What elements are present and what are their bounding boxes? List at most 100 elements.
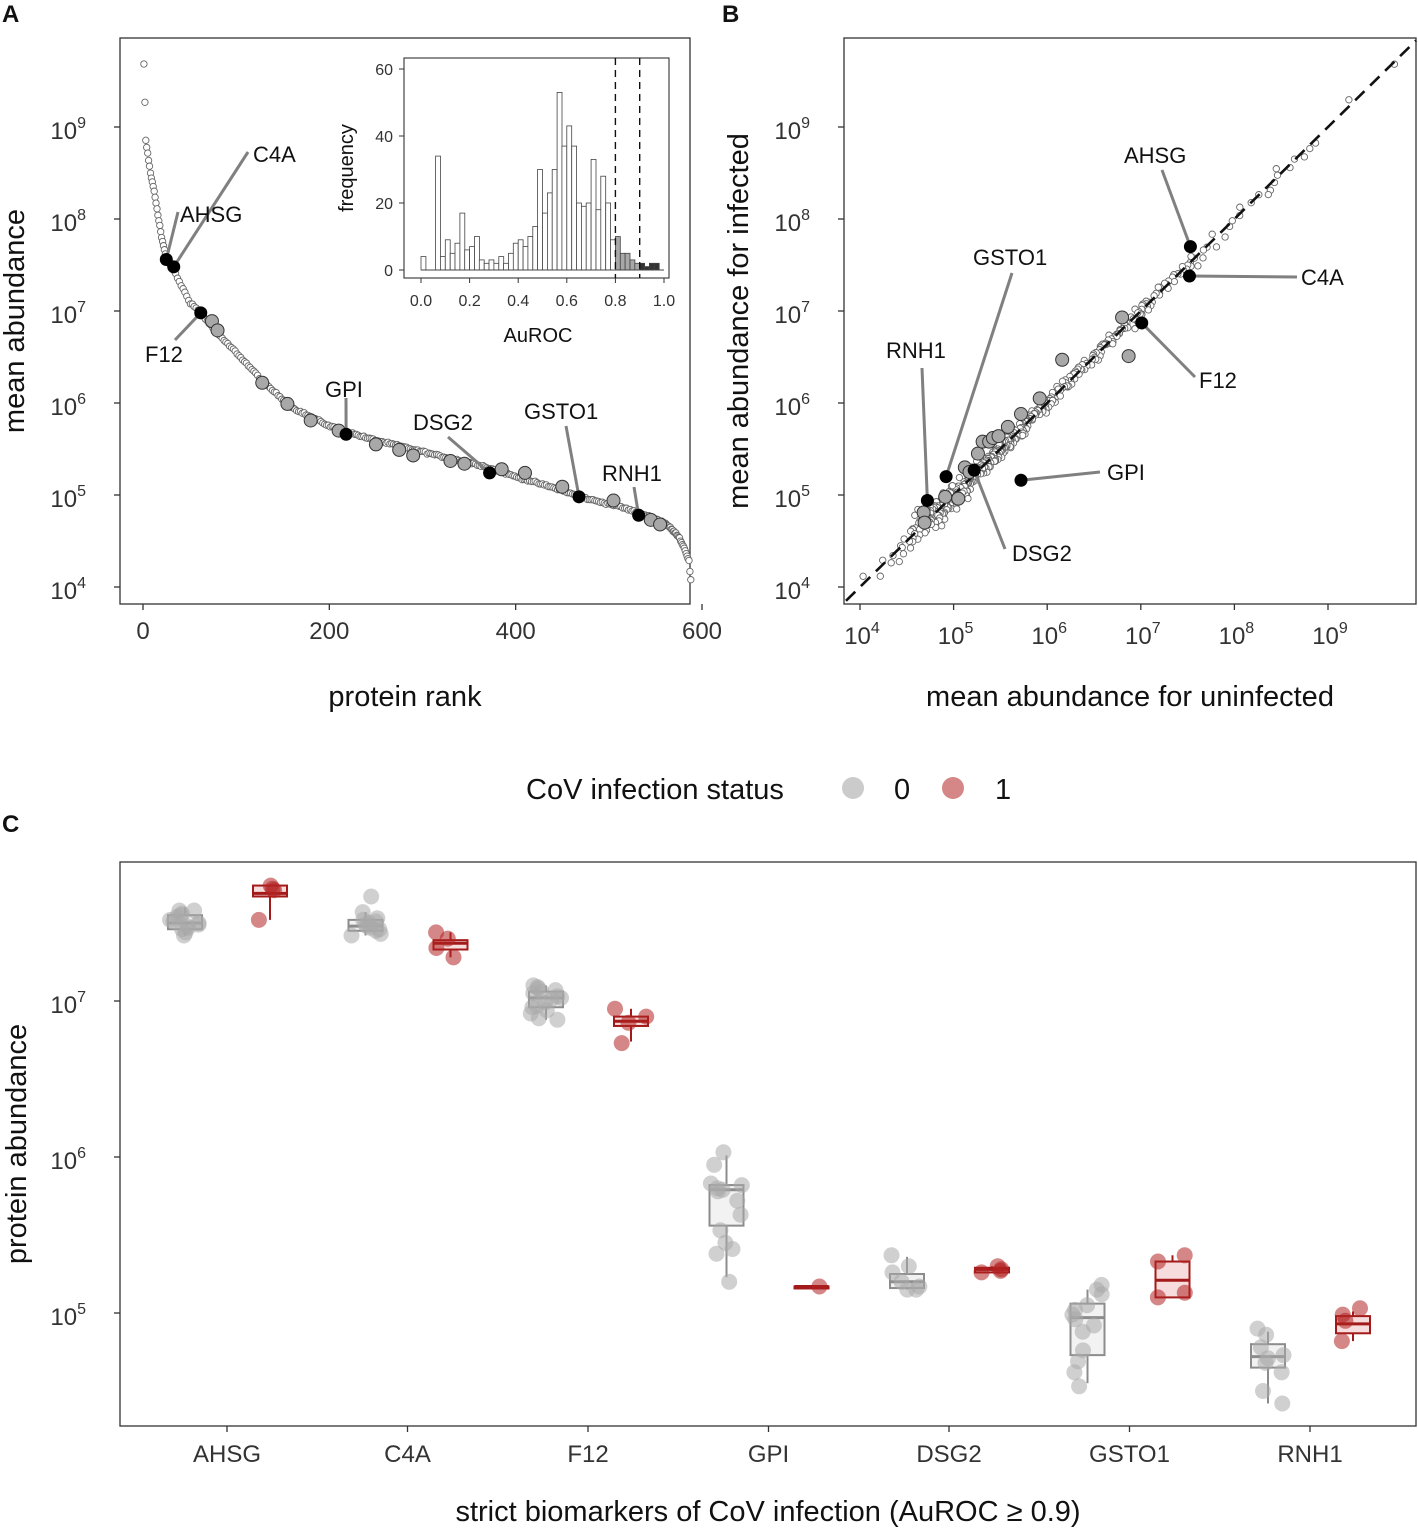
panel-b-x-tick-label: 104 (844, 620, 880, 650)
panel-b-labeled-point (1182, 269, 1196, 283)
panel-a-protein-point (144, 156, 153, 165)
panel-b-label-leader (1140, 321, 1197, 379)
inset-histogram-bar (581, 205, 587, 271)
sample-point (355, 911, 372, 928)
inset-histogram-bar (576, 202, 582, 271)
panel-a-protein-point (145, 162, 154, 170)
panel-c-y-tick-label-base: 10 (50, 992, 77, 1019)
sample-point (899, 1281, 916, 1298)
panel-a-biomarker-point (406, 448, 421, 463)
panel-b-protein-point (1199, 254, 1207, 262)
panel-a-x-tick-label: 200 (309, 618, 349, 645)
inset-y-tick-label: 0 (384, 263, 393, 280)
panel-a-biomarker-point (457, 456, 472, 471)
panel-b-protein-point (895, 557, 903, 566)
inset-histogram-bar (503, 262, 509, 271)
panel-b-point-label: DSG2 (1012, 541, 1072, 566)
panel-b-protein-point (1264, 190, 1272, 199)
panel-label-a: A (2, 1, 19, 28)
panel-a-x-axis-title: protein rank (328, 681, 482, 713)
panel-a-biomarker-point (555, 479, 570, 494)
panel-b-labeled-point (1183, 240, 1197, 254)
inset-histogram-bar (605, 202, 612, 271)
panel-a-point-label: DSG2 (413, 410, 473, 435)
sample-point (1150, 1253, 1166, 1270)
panel-a-label-leader (564, 425, 581, 498)
panel-b-protein-point (1306, 144, 1314, 153)
panel-a-protein-point (686, 567, 694, 576)
panel-b-protein-point (1208, 230, 1216, 238)
inset-histogram-bar (439, 256, 446, 271)
sample-point (1337, 1312, 1354, 1329)
panel-b-y-tick-label-exponent: 5 (801, 483, 810, 500)
sample-point (266, 882, 283, 899)
inset-histogram-bar (542, 212, 548, 271)
sample-point (721, 1273, 738, 1290)
inset-histogram-bar (585, 202, 592, 271)
panel-a-biomarker-point (368, 437, 383, 452)
panel-a-protein-point (687, 576, 695, 584)
inset-histogram-bar (449, 252, 456, 271)
panel-b-biomarker-point (1115, 310, 1130, 325)
inset-histogram-bar (435, 155, 441, 271)
panel-a-y-tick-label-base: 10 (50, 486, 77, 513)
inset-histogram-bar (488, 259, 495, 271)
inset-histogram-bar (498, 256, 505, 271)
panel-a-labeled-point (483, 466, 497, 480)
panel-b-y-tick-label-base: 10 (774, 486, 801, 513)
panel-b-point-label: F12 (1199, 368, 1237, 393)
inset-histogram-bar (469, 246, 475, 271)
panel-a-y-tick-label: 109 (50, 115, 86, 145)
panel-c-x-tick-label: GPI (748, 1441, 789, 1468)
panel-c-x-tick-label: DSG2 (916, 1441, 981, 1468)
panel-a-y-tick-label: 108 (50, 207, 86, 237)
panel-b-protein-point (948, 482, 957, 490)
panel-b-protein-point (1154, 283, 1162, 291)
sample-point (708, 1245, 725, 1262)
inset-histogram-bar (517, 239, 524, 271)
inset-x-tick-label: 0.4 (507, 293, 529, 310)
panel-a-protein-point (144, 149, 152, 157)
sample-point (1333, 1333, 1350, 1350)
inset-histogram-bar (444, 239, 451, 271)
panel-b-labeled-point (939, 470, 953, 484)
panel-b-x-axis-title: mean abundance for uninfected (926, 681, 1334, 713)
panel-b-y-tick-label-base: 10 (774, 302, 801, 329)
panel-a-protein-point (142, 136, 150, 144)
panel-a-protein-point (141, 98, 149, 106)
inset-y-tick-label: 20 (375, 196, 393, 213)
sample-point (1071, 1378, 1088, 1395)
inset-y-axis-title: frequency (336, 124, 358, 212)
panel-b-label-leader (1020, 470, 1101, 482)
panel-b-y-tick-label: 104 (774, 575, 810, 605)
panel-b-identity-line (845, 39, 1417, 602)
panel-b-protein-point (899, 550, 908, 558)
panel-b-biomarker-point (1032, 391, 1047, 406)
panel-a-biomarker-point (255, 375, 270, 390)
panel-c-y-tick-label: 107 (50, 989, 86, 1019)
sample-point (1093, 1286, 1110, 1303)
legend-title: CoV infection status (526, 774, 784, 806)
panel-b-biomarker-point (938, 489, 953, 504)
sample-point (712, 1222, 729, 1239)
sample-point (900, 1258, 917, 1275)
panel-b-point-label: GSTO1 (973, 245, 1047, 270)
panel-b-protein-point (1300, 153, 1309, 161)
panel-b-protein-point (876, 572, 884, 580)
panel-b-biomarker-point (1013, 407, 1028, 422)
panel-a-x-tick-label: 0 (136, 618, 149, 645)
panel-a-biomarker-point (392, 442, 407, 457)
inset-histogram-bar (459, 212, 466, 271)
panel-b-protein-point (859, 572, 867, 580)
panel-b-protein-point (887, 559, 895, 567)
inset-histogram-bar (595, 209, 602, 271)
panel-b-y-tick-label-base: 10 (774, 118, 801, 145)
panel-b-protein-point (1109, 340, 1117, 348)
panel-c-y-tick-label-exponent: 6 (77, 1145, 86, 1162)
inset-histogram-bar (508, 252, 514, 271)
sample-point (176, 927, 192, 944)
inset-axes: 0.0 0.2 0.4 0.6 0.8 1.0 0 20 40 60 (375, 62, 675, 310)
sample-point (1274, 1395, 1291, 1412)
sample-point (715, 1144, 732, 1161)
